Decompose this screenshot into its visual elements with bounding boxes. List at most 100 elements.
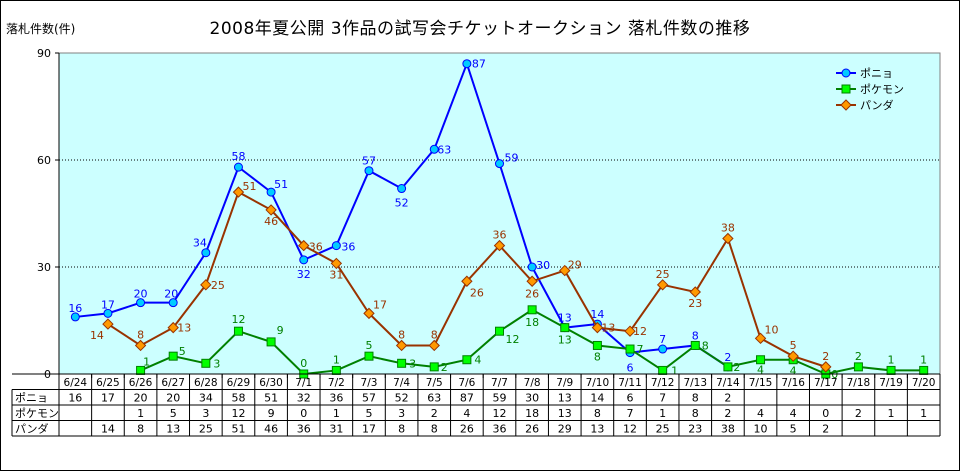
x-tick-label: 6/24 bbox=[64, 377, 88, 389]
table-cell: 26 bbox=[460, 423, 474, 436]
data-label: 59 bbox=[505, 152, 519, 165]
data-point-marker bbox=[102, 318, 114, 330]
y-tick-label: 30 bbox=[37, 261, 51, 274]
table-cell: 38 bbox=[721, 423, 735, 436]
table-cell: 46 bbox=[264, 423, 278, 436]
x-tick-label: 7/13 bbox=[683, 377, 707, 389]
data-point-marker bbox=[136, 298, 146, 308]
table-cell: 26 bbox=[525, 423, 539, 436]
table-cell: 14 bbox=[101, 423, 115, 436]
data-label: 3 bbox=[409, 357, 416, 370]
data-point-marker bbox=[493, 239, 506, 252]
data-point-marker bbox=[266, 187, 276, 197]
table-cell: 8 bbox=[431, 423, 438, 436]
table-cell: 23 bbox=[688, 423, 702, 436]
x-tick-label: 6/30 bbox=[259, 377, 283, 389]
table-cell: 52 bbox=[395, 392, 409, 405]
data-point-marker bbox=[265, 204, 277, 216]
table-cell: 5 bbox=[170, 407, 177, 420]
x-tick-label: 6/26 bbox=[129, 377, 153, 389]
data-label: 20 bbox=[164, 288, 178, 301]
data-point-marker bbox=[560, 323, 570, 333]
table-cell: 2 bbox=[724, 392, 731, 405]
data-point-marker bbox=[495, 159, 504, 169]
plot-area: 0306090161720203458513236575263875930131… bbox=[37, 47, 941, 381]
table-cell: 2 bbox=[724, 407, 731, 420]
data-point-marker bbox=[167, 321, 179, 334]
table-cell: 51 bbox=[231, 423, 245, 436]
data-label: 1 bbox=[888, 353, 895, 366]
data-label: 17 bbox=[373, 298, 387, 311]
data-point-marker bbox=[70, 312, 80, 322]
data-point-marker bbox=[527, 305, 537, 315]
table-cell: 1 bbox=[920, 407, 927, 420]
data-label: 36 bbox=[493, 229, 507, 242]
table-cell: 1 bbox=[888, 407, 895, 420]
data-label: 2 bbox=[441, 361, 448, 374]
data-point-marker bbox=[592, 340, 602, 350]
table-cell: 25 bbox=[199, 423, 213, 436]
x-tick-label: 7/8 bbox=[524, 377, 541, 389]
table-cell: 8 bbox=[137, 423, 144, 436]
table-cell: 32 bbox=[297, 392, 311, 405]
data-label: 10 bbox=[765, 323, 779, 336]
table-cell: 16 bbox=[68, 392, 82, 405]
y-axis-title: 落札件数(件) bbox=[6, 22, 76, 36]
data-label: 26 bbox=[470, 286, 484, 299]
data-point-marker bbox=[232, 186, 245, 198]
data-label: 5 bbox=[365, 339, 372, 352]
table-cell: 5 bbox=[365, 407, 372, 420]
data-label: 12 bbox=[506, 333, 520, 346]
data-point-marker bbox=[134, 339, 147, 352]
data-label: 7 bbox=[637, 343, 644, 356]
legend-marker bbox=[840, 99, 852, 111]
data-point-marker bbox=[689, 286, 701, 298]
data-label: 30 bbox=[536, 259, 550, 272]
data-point-marker bbox=[429, 144, 439, 154]
data-point-marker bbox=[756, 355, 766, 365]
data-point-marker bbox=[428, 339, 440, 352]
data-point-marker bbox=[462, 59, 472, 69]
data-label: 1 bbox=[143, 355, 150, 368]
x-tick-label: 7/19 bbox=[879, 377, 903, 389]
data-label: 4 bbox=[790, 365, 797, 378]
data-label: 38 bbox=[721, 221, 735, 234]
table-cell: 14 bbox=[590, 392, 604, 405]
data-label: 2 bbox=[733, 361, 740, 374]
data-point-marker bbox=[330, 257, 343, 270]
data-point-marker bbox=[200, 279, 212, 291]
table-cell: 58 bbox=[231, 392, 245, 405]
x-tick-label: 7/18 bbox=[847, 377, 871, 389]
data-point-marker bbox=[201, 358, 211, 368]
data-point-marker bbox=[656, 279, 669, 291]
table-cell: 7 bbox=[659, 392, 666, 405]
x-tick-label: 7/7 bbox=[491, 377, 508, 389]
data-label: 57 bbox=[362, 155, 376, 168]
data-label: 9 bbox=[277, 324, 284, 337]
table-cell: 9 bbox=[268, 407, 275, 420]
data-label: 4 bbox=[757, 364, 764, 377]
legend-label: ポケモン bbox=[860, 83, 904, 96]
data-label: 1 bbox=[671, 364, 678, 377]
x-tick-label: 7/4 bbox=[393, 377, 410, 389]
table-cell: 4 bbox=[757, 407, 764, 420]
table-cell: 59 bbox=[493, 392, 507, 405]
chart-title: 2008年夏公開 3作品の試写会チケットオークション 落札件数の推移 bbox=[209, 19, 751, 39]
data-label: 2 bbox=[855, 350, 862, 363]
table-cell: 12 bbox=[623, 423, 637, 436]
x-tick-label: 7/15 bbox=[749, 377, 773, 389]
data-point-marker bbox=[526, 275, 538, 287]
data-label: 6 bbox=[627, 362, 634, 375]
x-tick-label: 7/14 bbox=[716, 377, 740, 389]
data-point-marker bbox=[625, 344, 635, 354]
data-point-marker bbox=[364, 351, 374, 361]
x-tick-label: 7/11 bbox=[618, 377, 642, 389]
data-label: 51 bbox=[274, 178, 288, 191]
data-point-marker bbox=[201, 248, 211, 258]
x-tick-label: 7/3 bbox=[361, 377, 378, 389]
data-point-marker bbox=[395, 339, 408, 352]
x-tick-label: 7/17 bbox=[814, 377, 838, 389]
data-label: 32 bbox=[297, 268, 311, 281]
data-point-marker bbox=[853, 362, 863, 372]
data-label: 26 bbox=[525, 287, 539, 300]
